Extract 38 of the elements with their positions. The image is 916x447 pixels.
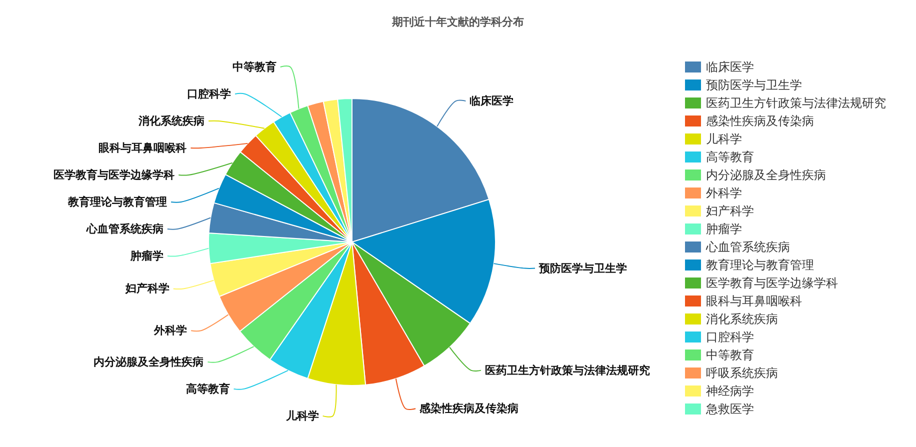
- slice-label: 医学教育与医学边缘学科: [54, 168, 175, 182]
- slice-label: 口腔科学: [187, 88, 232, 100]
- slice-label: 高等教育: [186, 382, 230, 396]
- legend-label: 高等教育: [706, 150, 754, 164]
- legend-label: 感染性疾病及传染病: [706, 114, 814, 128]
- slice-label: 内分泌腺及全身性疾病: [94, 355, 204, 368]
- legend-label: 临床医学: [706, 60, 754, 74]
- legend-label: 医药卫生方针政策与法律法规研究: [706, 96, 886, 110]
- legend-label: 消化系统疾病: [706, 312, 778, 326]
- legend-label: 中等教育: [706, 348, 754, 362]
- legend-label: 外科学: [706, 186, 742, 200]
- slice-label: 眼科与耳鼻咽喉科: [98, 142, 187, 154]
- legend-label: 教育理论与教育管理: [706, 258, 814, 272]
- slice-label: 教育理论与教育管理: [67, 196, 168, 208]
- slice-label: 外科学: [153, 324, 188, 338]
- legend-label: 心血管系统疾病: [705, 240, 790, 254]
- chart-title: 期刊近十年文献的学科分布: [391, 16, 524, 28]
- slice-label: 心血管系统疾病: [85, 222, 164, 236]
- slice-label: 儿科学: [284, 409, 319, 422]
- legend-label: 医学教育与医学边缘学科: [706, 276, 838, 290]
- legend-label: 内分泌腺及全身性疾病: [706, 168, 826, 182]
- legend-label: 预防医学与卫生学: [706, 78, 802, 92]
- slice-label: 肿瘤学: [129, 250, 164, 262]
- legend-label: 肿瘤学: [706, 222, 742, 236]
- slice-label: 消化系统疾病: [138, 114, 205, 128]
- legend-label: 口腔科学: [706, 330, 754, 344]
- legend-label: 呼吸系统疾病: [706, 366, 778, 380]
- slice-label: 中等教育: [232, 60, 276, 74]
- legend-label: 眼科与耳鼻咽喉科: [706, 294, 802, 308]
- legend-label: 急救医学: [705, 402, 754, 416]
- legend-label: 儿科学: [706, 132, 742, 146]
- slice-label: 医药卫生方针政策与法律法规研究: [484, 364, 650, 377]
- slice-label: 临床医学: [470, 94, 514, 108]
- slice-label: 预防医学与卫生学: [538, 262, 628, 275]
- legend-label: 妇产科学: [706, 204, 754, 218]
- legend-label: 神经病学: [706, 384, 754, 398]
- slice-label: 感染性疾病及传染病: [418, 402, 519, 416]
- slice-label: 妇产科学: [124, 282, 170, 296]
